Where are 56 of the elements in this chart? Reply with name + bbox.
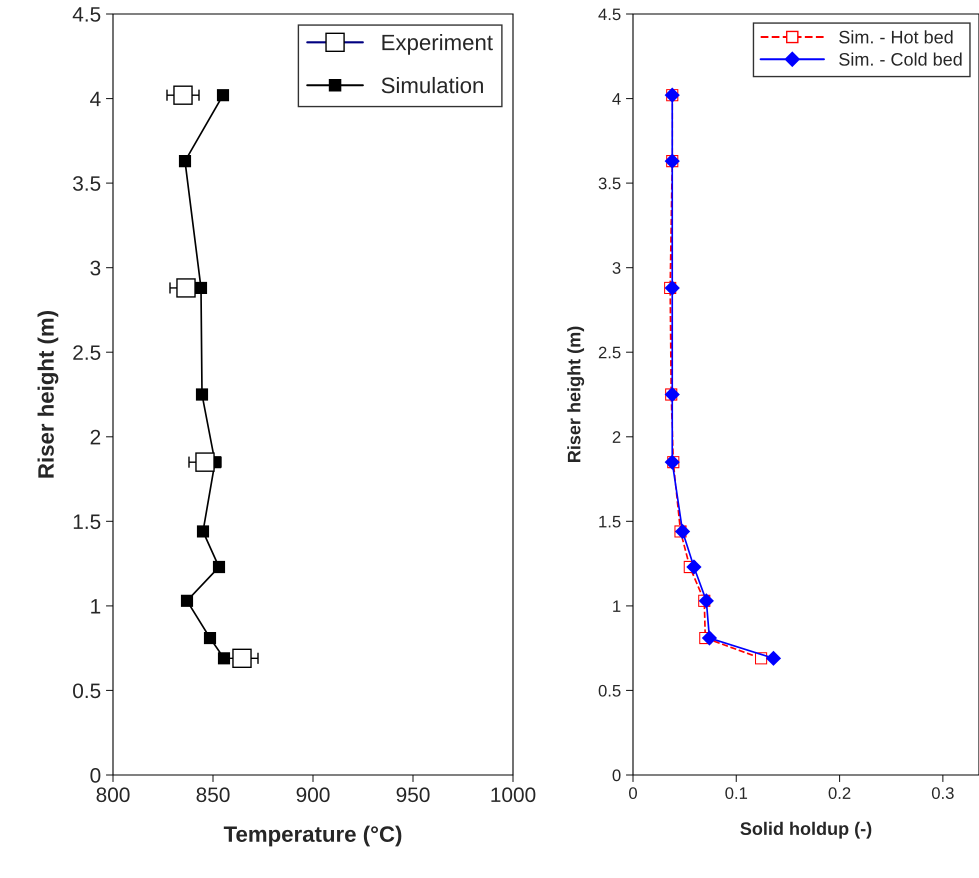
y-tick-label: 2.5 <box>73 345 100 360</box>
y-tick-label: 3.5 <box>598 178 620 190</box>
y-tick-label: 1 <box>613 600 620 612</box>
y-tick-label: 1.5 <box>599 516 620 528</box>
x-tick-label: 850 <box>196 787 230 802</box>
point <box>218 652 230 664</box>
y-tick-label: 4.5 <box>72 7 100 22</box>
x-tick-label: 0.1 <box>725 787 748 800</box>
y-tick-label: 2 <box>90 430 100 444</box>
x-axis-title: Temperature (°C) <box>224 826 402 846</box>
y-tick-label: 2 <box>612 431 620 443</box>
legend-label: Sim. - Hot bed <box>839 30 953 44</box>
x-axis-title: Solid holdup (-) <box>740 822 872 839</box>
legend-label: Simulation <box>382 76 483 94</box>
point <box>216 89 230 102</box>
point <box>664 280 680 296</box>
y-tick-label: 2.5 <box>598 346 620 358</box>
x-tick-label: 0 <box>629 787 637 800</box>
point <box>212 560 226 574</box>
legend-label: Experiment <box>382 34 493 55</box>
point <box>176 278 196 298</box>
point <box>178 155 192 168</box>
x-tick-label: 800 <box>96 787 130 802</box>
y-tick-label: 0 <box>90 768 100 783</box>
y-tick-label: 3 <box>90 260 100 276</box>
y-tick-label: 4 <box>612 93 621 105</box>
point <box>196 388 208 401</box>
y-tick-label: 3 <box>612 262 620 274</box>
y-tick-label: 0 <box>612 769 621 782</box>
x-tick-label: 0.3 <box>932 787 954 800</box>
point <box>173 85 193 105</box>
x-tick-label: 900 <box>296 787 330 802</box>
point <box>698 593 714 608</box>
point <box>675 524 690 539</box>
x-tick-label: 1000 <box>491 787 536 802</box>
y-tick-label: 1.5 <box>74 514 100 530</box>
point <box>194 282 208 294</box>
y-tick-label: 4.5 <box>598 8 620 20</box>
point <box>196 525 210 538</box>
legend-label: Sim. - Cold bed <box>839 52 962 66</box>
y-tick-label: 0.5 <box>598 684 620 697</box>
y-axis-title: Riser height (m) <box>38 311 58 478</box>
point <box>766 650 781 666</box>
point <box>686 560 702 574</box>
y-axis-title: Riser height (m) <box>567 326 584 462</box>
y-tick-label: 1 <box>91 599 100 614</box>
y-tick-label: 3.5 <box>73 176 100 191</box>
point <box>232 648 252 668</box>
point <box>204 632 216 644</box>
point <box>702 630 717 646</box>
y-tick-label: 0.5 <box>73 683 100 698</box>
x-tick-label: 950 <box>396 787 430 802</box>
point <box>195 452 215 472</box>
x-tick-label: 0.2 <box>828 787 850 800</box>
y-tick-label: 4 <box>90 92 101 106</box>
point <box>180 594 194 607</box>
